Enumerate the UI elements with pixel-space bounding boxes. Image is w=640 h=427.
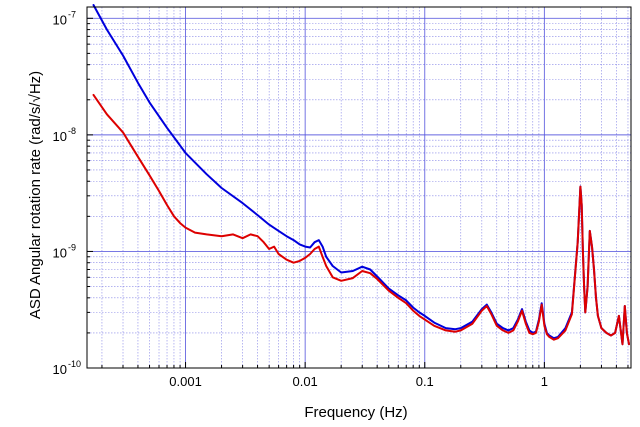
y-tick-label: 10	[53, 12, 67, 27]
x-tick-label: 0.01	[292, 374, 317, 389]
y-axis-title: ASD Angular rotation rate (rad/s/√Hz)	[27, 71, 44, 319]
series-line-2	[92, 93, 630, 346]
y-tick-exponent: -8	[68, 126, 76, 136]
y-tick-label: 10	[53, 362, 67, 377]
y-tick-label: 10	[53, 129, 67, 144]
y-tick-label: 10	[53, 245, 67, 260]
x-tick-label: 0.001	[169, 374, 202, 389]
y-tick-exponent: -10	[68, 359, 81, 369]
tick-marks	[87, 17, 629, 369]
x-tick-label: 1	[541, 374, 548, 389]
x-tick-label: 0.1	[416, 374, 434, 389]
x-axis-title: Frequency (Hz)	[304, 404, 407, 421]
plot-frame	[86, 6, 632, 369]
y-tick-exponent: -9	[68, 242, 76, 252]
y-tick-exponent: -7	[68, 9, 76, 19]
series-layer	[92, 4, 630, 346]
